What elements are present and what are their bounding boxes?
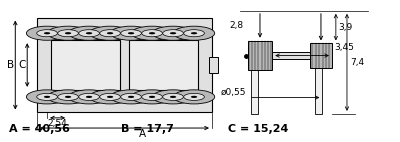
Circle shape: [26, 26, 68, 40]
Circle shape: [149, 96, 155, 98]
Circle shape: [121, 30, 141, 37]
Bar: [248, 41, 272, 70]
Circle shape: [86, 32, 92, 34]
Circle shape: [142, 30, 162, 37]
Circle shape: [170, 32, 176, 34]
Circle shape: [191, 96, 197, 98]
Circle shape: [110, 26, 152, 40]
Circle shape: [100, 30, 120, 37]
Circle shape: [100, 93, 120, 100]
Circle shape: [44, 32, 50, 34]
Circle shape: [110, 90, 152, 104]
Circle shape: [131, 26, 173, 40]
Circle shape: [184, 93, 204, 100]
Circle shape: [90, 90, 131, 104]
Circle shape: [26, 90, 68, 104]
Circle shape: [170, 96, 176, 98]
Bar: [209, 57, 218, 73]
Text: 3,9: 3,9: [338, 23, 352, 32]
Circle shape: [142, 93, 162, 100]
Circle shape: [128, 32, 134, 34]
Circle shape: [48, 90, 89, 104]
Circle shape: [90, 26, 131, 40]
Circle shape: [163, 30, 183, 37]
Bar: [272, 52, 310, 59]
Circle shape: [173, 26, 215, 40]
Circle shape: [152, 26, 194, 40]
Circle shape: [58, 93, 78, 100]
Circle shape: [121, 93, 141, 100]
Text: B = 17,7: B = 17,7: [120, 124, 174, 134]
Text: 2,54: 2,54: [48, 119, 68, 128]
Circle shape: [152, 90, 194, 104]
Circle shape: [86, 96, 92, 98]
Circle shape: [44, 96, 50, 98]
Bar: [51, 40, 120, 90]
Circle shape: [68, 90, 110, 104]
Bar: [315, 68, 322, 114]
Circle shape: [58, 30, 78, 37]
Circle shape: [48, 26, 89, 40]
Circle shape: [191, 32, 197, 34]
Circle shape: [163, 93, 183, 100]
Bar: [130, 40, 198, 90]
Bar: [37, 18, 212, 112]
Circle shape: [37, 30, 57, 37]
Circle shape: [128, 96, 134, 98]
Circle shape: [107, 96, 113, 98]
Text: 7,4: 7,4: [350, 58, 364, 67]
Text: ø0,55: ø0,55: [221, 88, 247, 97]
Text: C: C: [19, 60, 26, 70]
Text: A: A: [138, 129, 146, 139]
Bar: [251, 70, 258, 114]
Circle shape: [68, 26, 110, 40]
Circle shape: [173, 90, 215, 104]
Circle shape: [79, 30, 99, 37]
Circle shape: [65, 96, 71, 98]
Bar: [310, 43, 332, 68]
Circle shape: [184, 30, 204, 37]
Circle shape: [65, 32, 71, 34]
Text: A = 40,56: A = 40,56: [9, 124, 70, 134]
Text: C = 15,24: C = 15,24: [228, 124, 288, 134]
Text: B: B: [7, 60, 14, 70]
Circle shape: [107, 32, 113, 34]
Text: 2,8: 2,8: [230, 21, 244, 30]
Text: 3,45: 3,45: [334, 43, 354, 52]
Circle shape: [79, 93, 99, 100]
Circle shape: [131, 90, 173, 104]
Circle shape: [37, 93, 57, 100]
Circle shape: [149, 32, 155, 34]
